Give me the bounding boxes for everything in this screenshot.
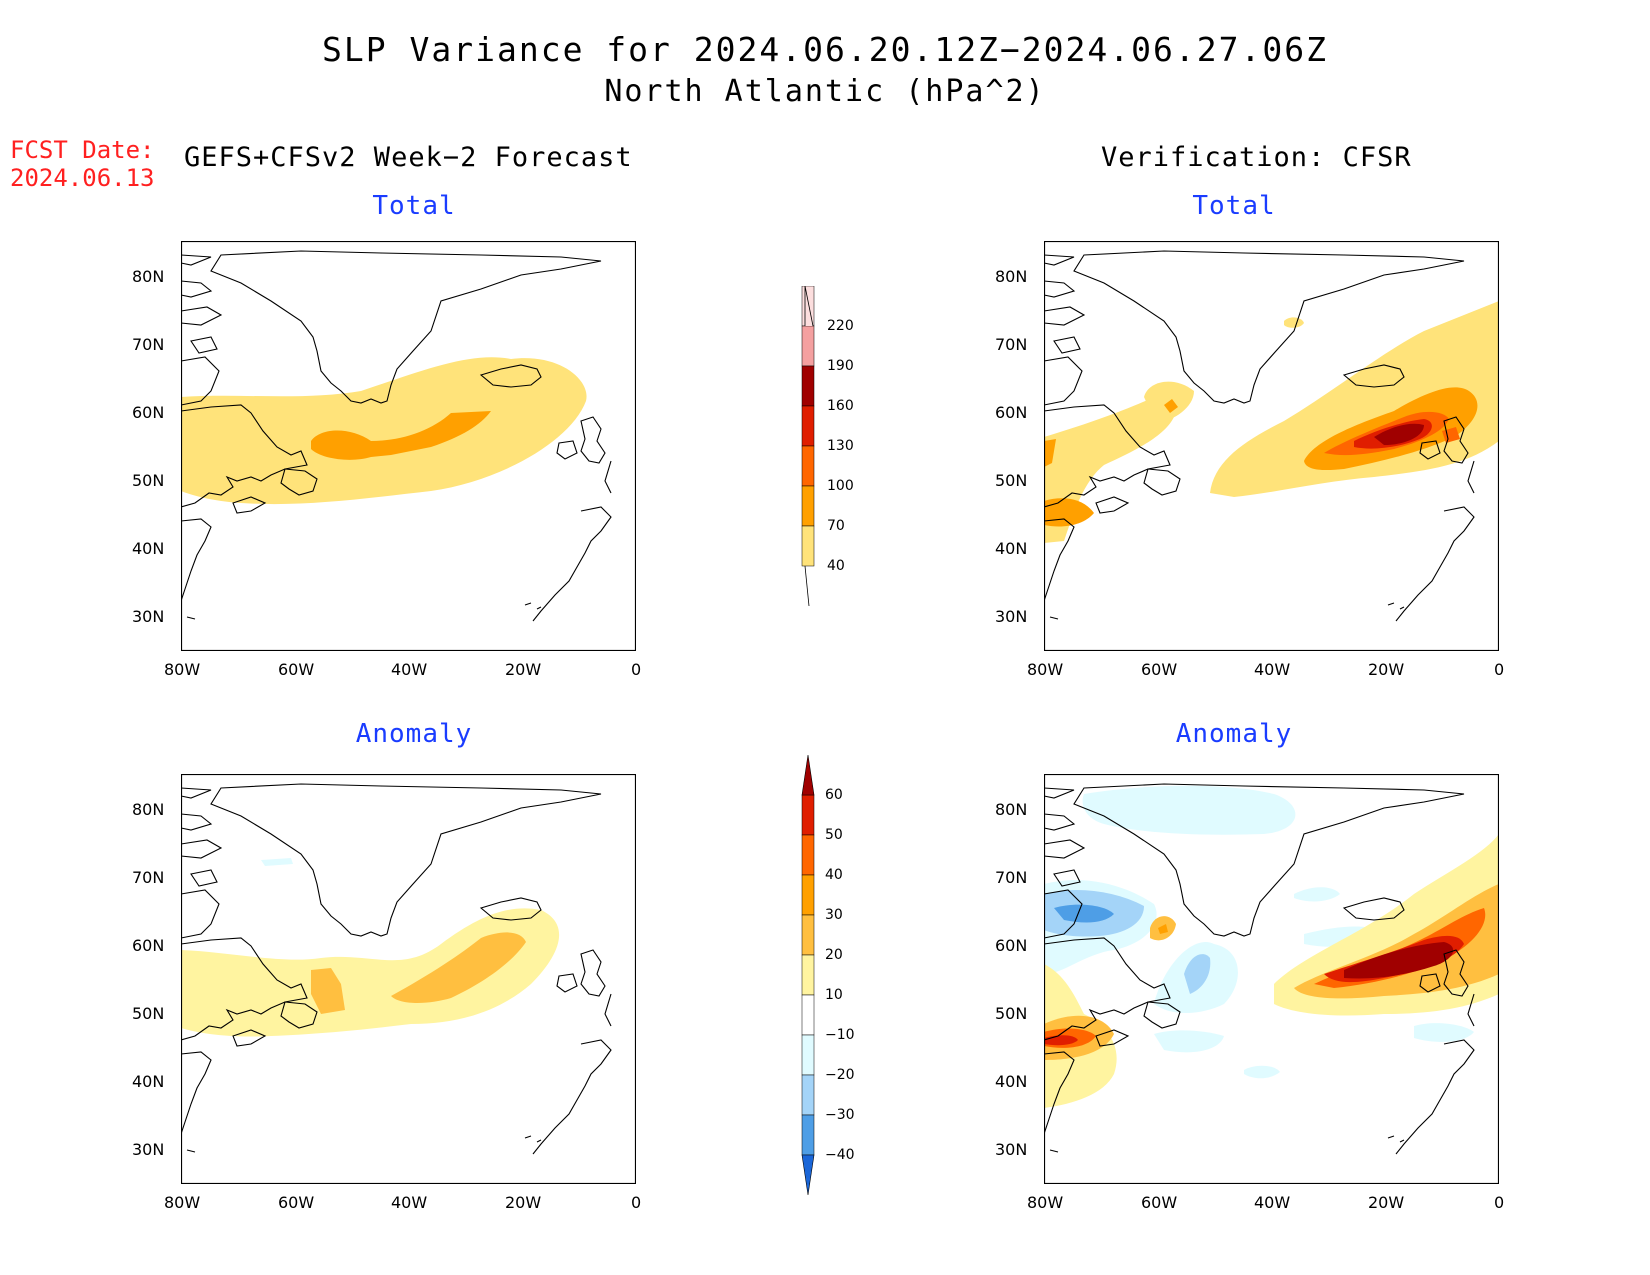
colorbar-swatch (801, 405, 815, 447)
colorbar-label: 60 (825, 787, 843, 803)
lat-label: 50N (995, 1004, 1028, 1023)
anomaly-colorbar (801, 755, 815, 1196)
forecast-total-contours (181, 357, 587, 505)
colorbar-label: 160 (827, 398, 854, 414)
lat-label: 70N (132, 868, 165, 887)
lon-label: 0 (1494, 660, 1505, 679)
lat-label: 80N (132, 800, 165, 819)
lon-label: 60W (1141, 660, 1178, 679)
forecast-total-map (181, 241, 636, 651)
colorbar-label: 10 (825, 987, 843, 1003)
colorbar-swatch (801, 1034, 815, 1076)
lat-label: 80N (995, 267, 1028, 286)
lat-label: 70N (995, 335, 1028, 354)
lon-label: 40W (1254, 660, 1291, 679)
forecast-anomaly-contours (181, 858, 560, 1037)
lat-label: 50N (132, 1004, 165, 1023)
lat-label: 40N (132, 539, 165, 558)
colorbar-swatch (801, 1114, 815, 1156)
verification-total-map (1044, 241, 1499, 651)
lat-label: 60N (995, 936, 1028, 955)
forecast-anomaly-map (181, 774, 636, 1184)
colorbar-label: 50 (825, 827, 843, 843)
lat-label: 30N (132, 1140, 165, 1159)
colorbar-label: 220 (827, 318, 854, 334)
colorbar-label: −10 (825, 1027, 855, 1043)
colorbar-swatch (801, 874, 815, 916)
lat-label: 60N (132, 936, 165, 955)
colorbar-label: −40 (825, 1147, 855, 1163)
forecast-anomaly-subtitle: Anomaly (355, 719, 473, 749)
colorbar-label: 70 (827, 518, 845, 534)
verification-anomaly-subtitle: Anomaly (1175, 719, 1293, 749)
lon-label: 20W (1368, 660, 1405, 679)
lon-label: 80W (1027, 1193, 1064, 1212)
left-column-title: GEFS+CFSv2 Week−2 Forecast (184, 142, 633, 173)
lat-label: 30N (995, 1140, 1028, 1159)
lon-label: 40W (1254, 1193, 1291, 1212)
colorbar-swatch (801, 525, 815, 567)
verification-anomaly-map (1044, 774, 1499, 1184)
lon-label: 20W (505, 660, 542, 679)
colorbar-swatch (801, 834, 815, 876)
colorbar-swatch (801, 445, 815, 487)
fcst-date-label: FCST Date: (10, 136, 155, 164)
colorbar-swatch (801, 794, 815, 836)
colorbar-label: 190 (827, 358, 854, 374)
lat-label: 80N (995, 800, 1028, 819)
lon-label: 60W (278, 660, 315, 679)
colorbar-label: 30 (825, 907, 843, 923)
colorbar-label: 20 (825, 947, 843, 963)
lon-label: 0 (631, 1193, 642, 1212)
verification-anomaly-contours (1044, 785, 1499, 1108)
main-title: SLP Variance for 2024.06.20.12Z−2024.06.… (322, 30, 1328, 69)
lon-label: 80W (164, 1193, 201, 1212)
lon-label: 0 (1494, 1193, 1505, 1212)
lat-label: 70N (132, 335, 165, 354)
colorbar-label: −30 (825, 1107, 855, 1123)
colorbar-label: −20 (825, 1067, 855, 1083)
fcst-date: FCST Date: 2024.06.13 (10, 136, 155, 192)
colorbar-label: 40 (827, 558, 845, 574)
forecast-total-subtitle: Total (372, 191, 456, 221)
lat-label: 40N (995, 1072, 1028, 1091)
verification-total-subtitle: Total (1192, 191, 1276, 221)
lat-label: 70N (995, 868, 1028, 887)
lat-label: 40N (132, 1072, 165, 1091)
total-colorbar (801, 286, 815, 607)
colorbar-label: 100 (827, 478, 854, 494)
colorbar-swatch (801, 325, 815, 367)
lat-label: 80N (132, 267, 165, 286)
lon-label: 60W (278, 1193, 315, 1212)
lon-label: 20W (1368, 1193, 1405, 1212)
lon-label: 80W (1027, 660, 1064, 679)
lon-label: 40W (391, 660, 428, 679)
lon-label: 80W (164, 660, 201, 679)
lon-label: 0 (631, 660, 642, 679)
right-column-title: Verification: CFSR (1101, 142, 1412, 173)
lat-label: 40N (995, 539, 1028, 558)
colorbar-swatch (801, 485, 815, 527)
lon-label: 20W (505, 1193, 542, 1212)
colorbar-swatch (801, 994, 815, 1036)
lat-label: 30N (132, 607, 165, 626)
colorbar-swatch (801, 954, 815, 996)
lat-label: 60N (995, 403, 1028, 422)
verification-total-contours (1044, 301, 1499, 543)
fcst-date-value: 2024.06.13 (10, 164, 155, 192)
lon-label: 60W (1141, 1193, 1178, 1212)
main-subtitle: North Atlantic (hPa^2) (604, 74, 1046, 109)
lon-label: 40W (391, 1193, 428, 1212)
colorbar-label: 40 (825, 867, 843, 883)
colorbar-swatch (801, 914, 815, 956)
colorbar-label: 130 (827, 438, 854, 454)
colorbar-swatch (801, 1074, 815, 1116)
lat-label: 50N (132, 471, 165, 490)
lat-label: 50N (995, 471, 1028, 490)
lat-label: 60N (132, 403, 165, 422)
colorbar-swatch (801, 365, 815, 407)
lat-label: 30N (995, 607, 1028, 626)
